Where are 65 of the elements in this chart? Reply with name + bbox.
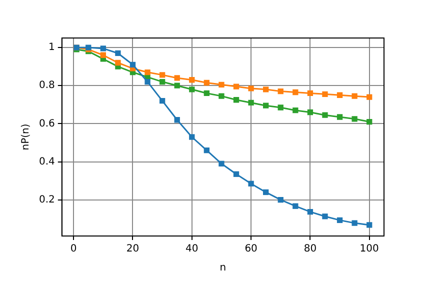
point — [366, 222, 372, 228]
point — [366, 118, 372, 125]
point — [218, 82, 224, 88]
y-tick-label: 0.4 — [38, 156, 55, 168]
point — [100, 52, 106, 58]
point — [233, 84, 240, 90]
y-tick-label: 0.6 — [38, 118, 55, 130]
point — [336, 114, 343, 120]
point — [204, 148, 210, 154]
point — [278, 88, 284, 94]
point — [159, 78, 166, 85]
point — [189, 86, 195, 92]
x-tick-label: 40 — [186, 244, 198, 255]
point — [189, 134, 195, 140]
x-tick-label: 80 — [304, 244, 317, 255]
point — [307, 109, 314, 116]
point — [248, 180, 254, 186]
point — [174, 82, 180, 88]
x-axis-title: n — [220, 262, 226, 274]
point — [218, 160, 224, 166]
point — [144, 78, 150, 85]
point — [352, 93, 358, 99]
point — [292, 89, 298, 96]
point — [322, 91, 328, 97]
x-tick-label: 60 — [244, 244, 258, 255]
point — [292, 108, 298, 114]
point — [352, 220, 358, 226]
point — [159, 72, 166, 78]
point — [307, 90, 314, 96]
point — [263, 102, 269, 108]
point — [204, 80, 210, 86]
y-tick-label: 1 — [48, 42, 55, 54]
point — [130, 62, 136, 68]
point — [336, 217, 343, 224]
y-tick-label: 0.8 — [38, 80, 55, 92]
point — [248, 100, 254, 106]
point — [307, 208, 314, 215]
point — [233, 171, 240, 177]
point — [144, 69, 150, 76]
point — [233, 97, 240, 103]
x-tick-label: 100 — [360, 244, 379, 255]
point — [263, 86, 269, 92]
point — [159, 98, 166, 104]
point — [204, 90, 210, 96]
point — [278, 104, 284, 110]
point — [366, 94, 372, 100]
y-axis-title: nP(n) — [20, 124, 32, 150]
point — [218, 93, 224, 99]
point — [115, 60, 121, 66]
point — [174, 117, 180, 123]
point — [352, 116, 358, 122]
point — [263, 189, 269, 196]
point — [322, 214, 328, 220]
point — [189, 77, 195, 83]
point — [100, 46, 106, 52]
point — [174, 75, 180, 81]
point — [336, 92, 343, 98]
x-tick-label: 20 — [126, 244, 140, 255]
point — [322, 112, 328, 118]
x-tick-label: 0 — [70, 244, 77, 255]
point — [248, 86, 254, 92]
point — [115, 50, 121, 56]
y-tick-label: 0.2 — [38, 194, 55, 206]
point — [278, 197, 284, 203]
point — [292, 203, 298, 209]
